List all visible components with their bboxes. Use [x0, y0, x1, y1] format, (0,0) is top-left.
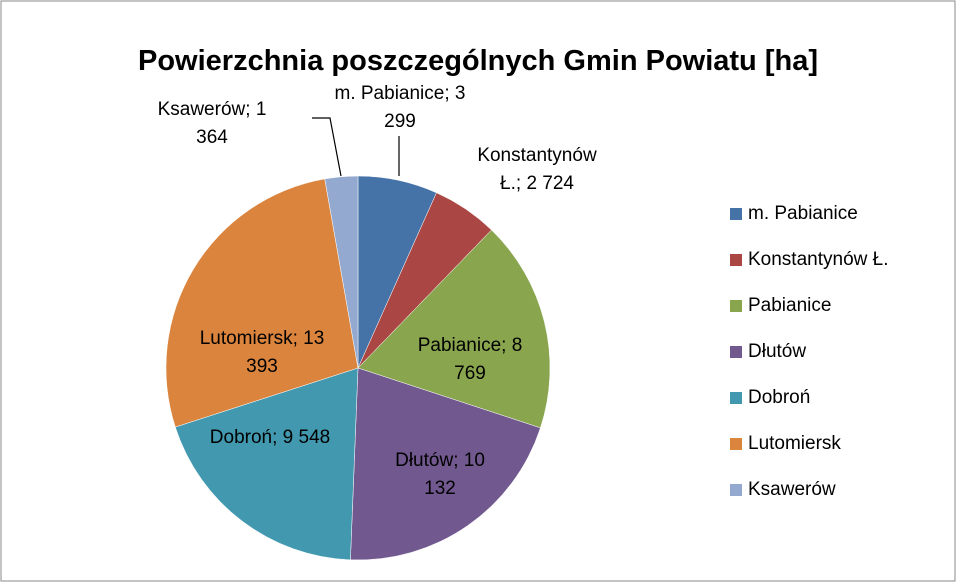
data-label: Dłutów; 10 132 [395, 450, 485, 499]
data-label-category: Dobroń [209, 427, 273, 448]
legend-label: m. Pabianice [748, 203, 858, 224]
pie-slice [357, 229, 551, 429]
legend-label: Pabianice [748, 295, 832, 316]
data-label-value: 8 769 [454, 335, 523, 384]
pie-slice [324, 175, 359, 369]
data-label: Dobroń; 9 548 [209, 427, 331, 448]
legend-label: Dłutów [748, 341, 807, 362]
legend-swatch [730, 300, 742, 312]
pie-slice [174, 367, 359, 561]
legend-swatch [730, 254, 742, 266]
legend-entry: Lutomiersk [730, 433, 841, 455]
legend-label: Dobroń [748, 387, 811, 408]
data-label-category: Lutomiersk [199, 328, 293, 349]
data-label: Lutomiersk; 13 393 [199, 328, 325, 377]
leader-line [312, 117, 342, 177]
legend-label: Konstantynów Ł. [748, 249, 889, 270]
legend-entry: Ksawerów [730, 479, 836, 501]
data-label-value: 1 364 [196, 99, 267, 148]
data-label: Ksawerów; 1 364 [157, 99, 267, 148]
data-label-value: 13 393 [246, 328, 325, 377]
pie-slice [165, 178, 359, 428]
legend-swatch [730, 484, 742, 496]
legend-swatch [730, 346, 742, 358]
legend-entry: Dłutów [730, 341, 806, 363]
data-label: Pabianice; 8 769 [417, 335, 523, 384]
legend-entry: Dobroń [730, 387, 810, 409]
legend-swatch [730, 438, 742, 450]
data-label-category: m. Pabianice [334, 83, 445, 104]
data-label-value: 10 132 [424, 450, 485, 499]
data-label-value: 2 724 [526, 173, 574, 194]
data-label-category: Ksawerów [157, 99, 246, 120]
data-label-value: 9 548 [282, 427, 331, 448]
data-label-category: Dłutów [395, 450, 454, 471]
data-label-category: Konstantynów Ł. [477, 145, 597, 194]
legend-swatch [730, 208, 742, 220]
data-label: m. Pabianice; 3 299 [334, 83, 466, 132]
data-label: Konstantynów Ł.; 2 724 [477, 145, 597, 194]
legend-entry: m. Pabianice [730, 203, 858, 225]
pie [165, 175, 551, 561]
data-label-category: Pabianice [417, 335, 502, 356]
legend-entry: Konstantynów Ł. [730, 249, 888, 271]
legend-label: Lutomiersk [748, 433, 841, 454]
legend-swatch [730, 392, 742, 404]
data-label-value: 3 299 [384, 83, 466, 132]
legend-entry: Pabianice [730, 295, 831, 317]
pie-slice [350, 367, 541, 561]
chart-title: Powierzchnia poszczególnych Gmin Powiatu… [138, 45, 818, 77]
legend-label: Ksawerów [748, 479, 836, 500]
